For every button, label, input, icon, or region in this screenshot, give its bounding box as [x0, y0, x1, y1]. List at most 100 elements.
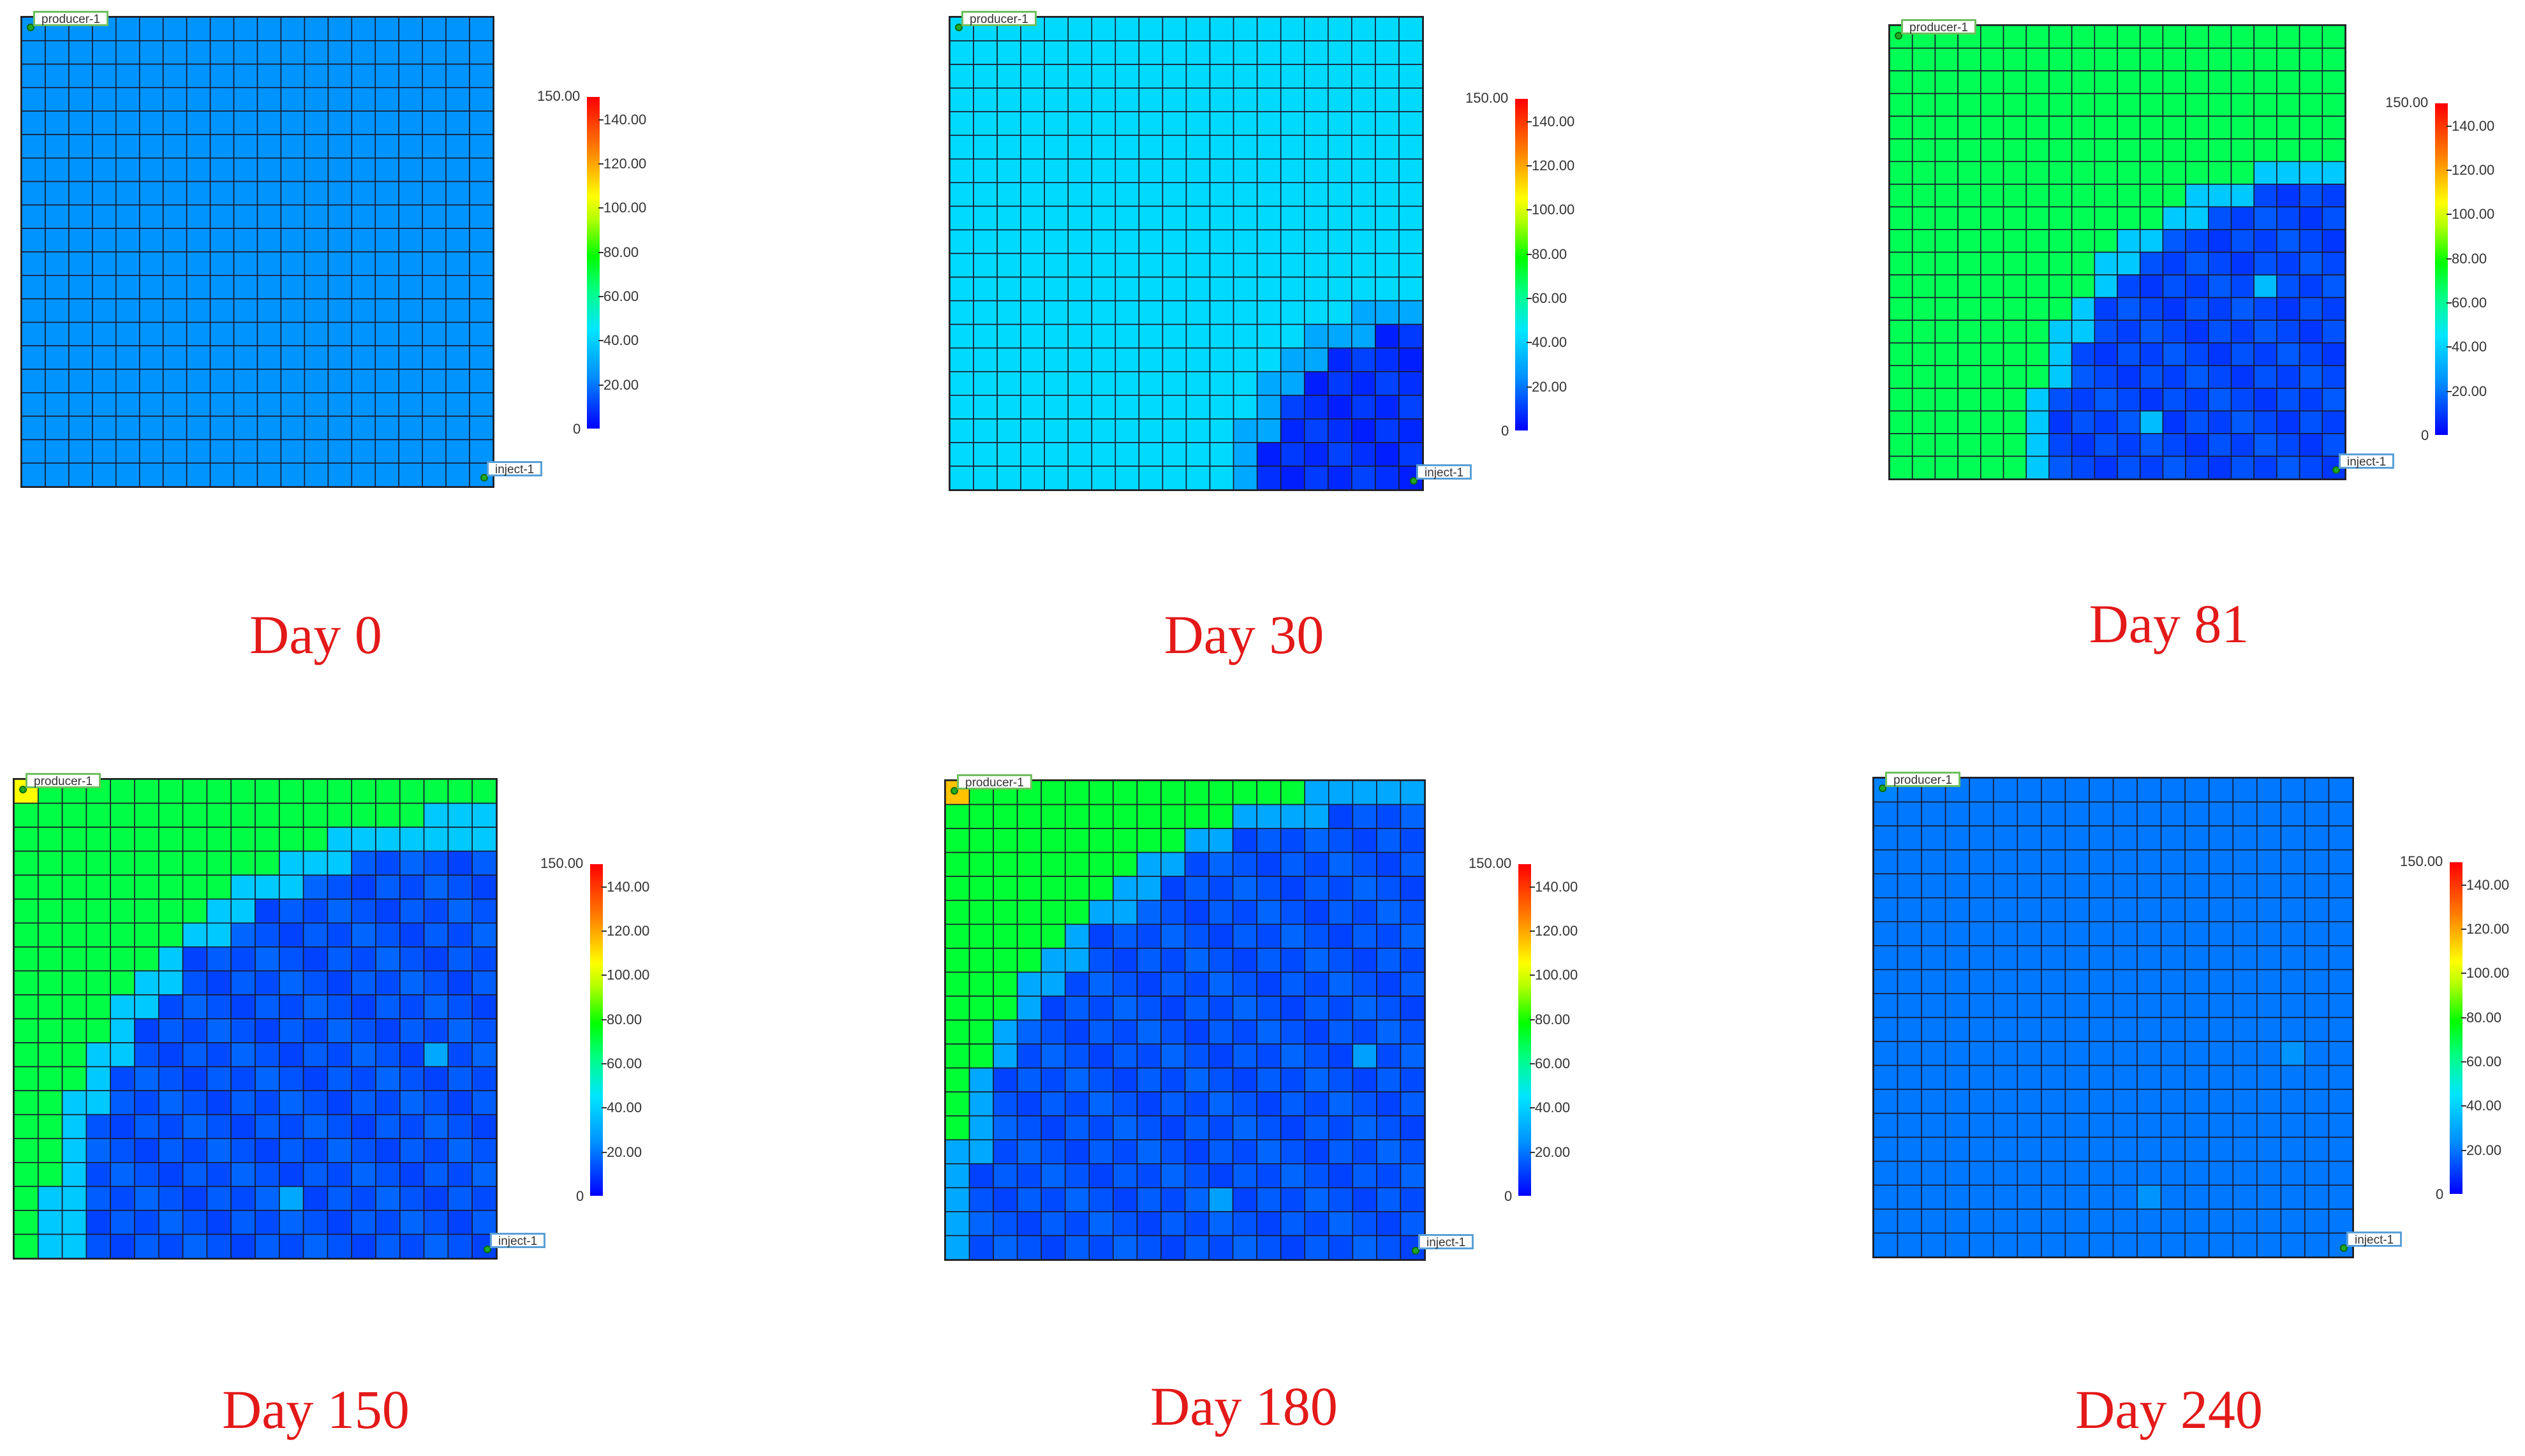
heatmap-cell [2017, 778, 2042, 803]
heatmap-cell [110, 1186, 135, 1211]
heatmap-cell [2230, 433, 2255, 457]
heatmap-cell [2064, 969, 2090, 994]
producer-label: producer-1 [1901, 19, 1976, 34]
heatmap-cell [996, 64, 1021, 89]
heatmap-cell [2185, 410, 2209, 434]
heatmap-cell [2185, 297, 2209, 321]
heatmap-cell [1376, 804, 1402, 829]
heatmap-cell [1304, 828, 1329, 853]
heatmap-cell [1064, 948, 1090, 973]
heatmap-cell [138, 439, 164, 464]
heatmap-cell [1969, 1184, 1994, 1210]
heatmap-cell [1304, 1235, 1329, 1260]
heatmap-cell [2321, 206, 2345, 230]
heatmap-cell [351, 439, 376, 464]
heatmap-cell [2256, 1041, 2282, 1066]
heatmap-cell [2139, 70, 2164, 94]
heatmap-cell [374, 158, 400, 182]
heatmap-cell [2253, 251, 2277, 276]
heatmap-cell [399, 1090, 425, 1115]
heatmap-cell [1064, 804, 1090, 829]
heatmap-cell [1328, 1091, 1354, 1117]
heatmap-cell [1944, 969, 1971, 994]
heatmap-cell [1328, 1115, 1354, 1141]
heatmap-cell [2160, 1184, 2186, 1210]
heatmap-cell [1044, 323, 1069, 349]
heatmap-grid-0 [20, 16, 494, 488]
heatmap-cell [2094, 229, 2118, 253]
heatmap-cell [1921, 945, 1946, 971]
heatmap-cell [993, 1211, 1018, 1237]
heatmap-cell [2112, 825, 2138, 851]
heatmap-cell [2071, 433, 2096, 457]
heatmap-cell [115, 298, 140, 323]
heatmap-cell [1398, 40, 1423, 65]
heatmap-cell [993, 1091, 1018, 1117]
heatmap-cell [1328, 804, 1354, 829]
heatmap-cell [2208, 1017, 2234, 1042]
panel-title: Day 0 [249, 604, 382, 665]
heatmap-cell [993, 1235, 1018, 1260]
heatmap-cell [1969, 945, 1994, 971]
heatmap-cell [158, 1042, 184, 1068]
heatmap-cell [2321, 229, 2345, 253]
heatmap-cell [1138, 276, 1164, 302]
heatmap-cell [2304, 1232, 2330, 1257]
heatmap-cell [22, 321, 46, 346]
heatmap-cell [280, 345, 306, 370]
heatmap-cell [2184, 1209, 2210, 1234]
heatmap-cell [206, 827, 232, 852]
heatmap-cell [1088, 1187, 1114, 1212]
heatmap-cell [399, 1018, 425, 1043]
heatmap-cell [2162, 410, 2186, 434]
heatmap-cell [993, 1067, 1018, 1092]
heatmap-cell [110, 994, 135, 1020]
heatmap-cell [422, 415, 447, 441]
colorbar-tick [1527, 298, 1532, 299]
heatmap-cell [1280, 205, 1305, 231]
heatmap-cell [2208, 1089, 2234, 1114]
heatmap-cell [2048, 433, 2073, 457]
heatmap-cell [1040, 948, 1066, 973]
heatmap-cell [1184, 1115, 1210, 1141]
heatmap-cell [1304, 851, 1329, 878]
heatmap-cell [206, 1090, 232, 1115]
heatmap-cell [399, 874, 425, 900]
heatmap-cell [1044, 40, 1069, 65]
heatmap-cell [1020, 276, 1046, 302]
heatmap-cell [1280, 1187, 1306, 1212]
colorbar-tick-label: 0 [2421, 427, 2429, 443]
colorbar-tick-label: 40.00 [1535, 1099, 1571, 1116]
heatmap-cell [85, 898, 112, 924]
heatmap-cell [445, 274, 470, 300]
heatmap-cell [1304, 1043, 1329, 1069]
heatmap-cell [2232, 849, 2258, 875]
heatmap-cell [2136, 1184, 2162, 1210]
heatmap-cell [351, 462, 376, 487]
heatmap-cell [945, 1115, 970, 1141]
heatmap-cell [1304, 1139, 1329, 1165]
heatmap-cell [37, 1114, 63, 1140]
heatmap-cell [278, 802, 304, 828]
heatmap-cell [1992, 849, 2018, 875]
colorbar-tick [2447, 214, 2452, 216]
heatmap-cell [1088, 876, 1114, 901]
heatmap-cell [968, 1067, 994, 1092]
heatmap-cell [422, 439, 447, 464]
heatmap-cell [1064, 1115, 1090, 1141]
heatmap-cell [1185, 371, 1211, 396]
heatmap-cell [1016, 1139, 1042, 1165]
heatmap-cell [1091, 87, 1116, 113]
heatmap-cell [2184, 1064, 2210, 1090]
heatmap-cell [1327, 253, 1352, 278]
heatmap-cell [278, 922, 304, 948]
heatmap-cell [1091, 466, 1116, 490]
colorbar-tick [602, 1018, 607, 1020]
heatmap-cell [1351, 40, 1376, 65]
heatmap-cell [398, 298, 423, 323]
heatmap-cell [1327, 205, 1352, 231]
heatmap-cell [1088, 1235, 1114, 1260]
heatmap-cell [2162, 365, 2186, 389]
heatmap-cell [1256, 17, 1282, 41]
heatmap-cell [1890, 433, 1913, 457]
